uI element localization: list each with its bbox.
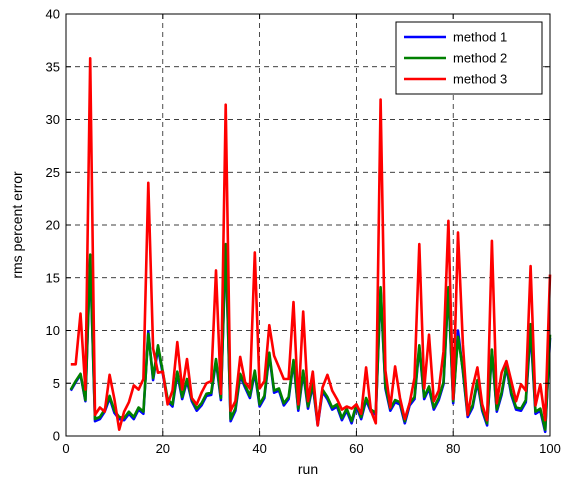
y-tick-label: 20: [46, 218, 60, 233]
legend: method 1 method 2 method 3: [395, 21, 543, 95]
y-tick-label: 15: [46, 270, 60, 285]
x-tick-label: 40: [252, 441, 266, 456]
axis-ticks: 0 20 40 60 80 100 0 5 10 15 20 25 30 35 40: [46, 7, 561, 457]
series-lines: [69, 56, 552, 434]
x-axis-label: run: [298, 461, 318, 477]
x-tick-label: 60: [349, 441, 363, 456]
series-line-2: [69, 242, 552, 432]
x-tick-label: 100: [539, 441, 561, 456]
legend-label: method 3: [453, 72, 507, 87]
y-tick-label: 30: [46, 112, 60, 127]
y-tick-label: 40: [46, 7, 60, 22]
x-tick-label: 0: [62, 441, 69, 456]
legend-label: method 2: [453, 51, 507, 66]
y-tick-label: 35: [46, 59, 60, 74]
y-tick-label: 0: [53, 429, 60, 444]
legend-label: method 1: [453, 30, 507, 45]
y-axis-label: rms percent error: [9, 171, 25, 279]
x-tick-label: 80: [446, 441, 460, 456]
x-tick-label: 20: [156, 441, 170, 456]
series-line-3: [70, 56, 552, 432]
y-tick-label: 10: [46, 323, 60, 338]
y-tick-label: 5: [53, 376, 60, 391]
y-tick-label: 25: [46, 165, 60, 180]
